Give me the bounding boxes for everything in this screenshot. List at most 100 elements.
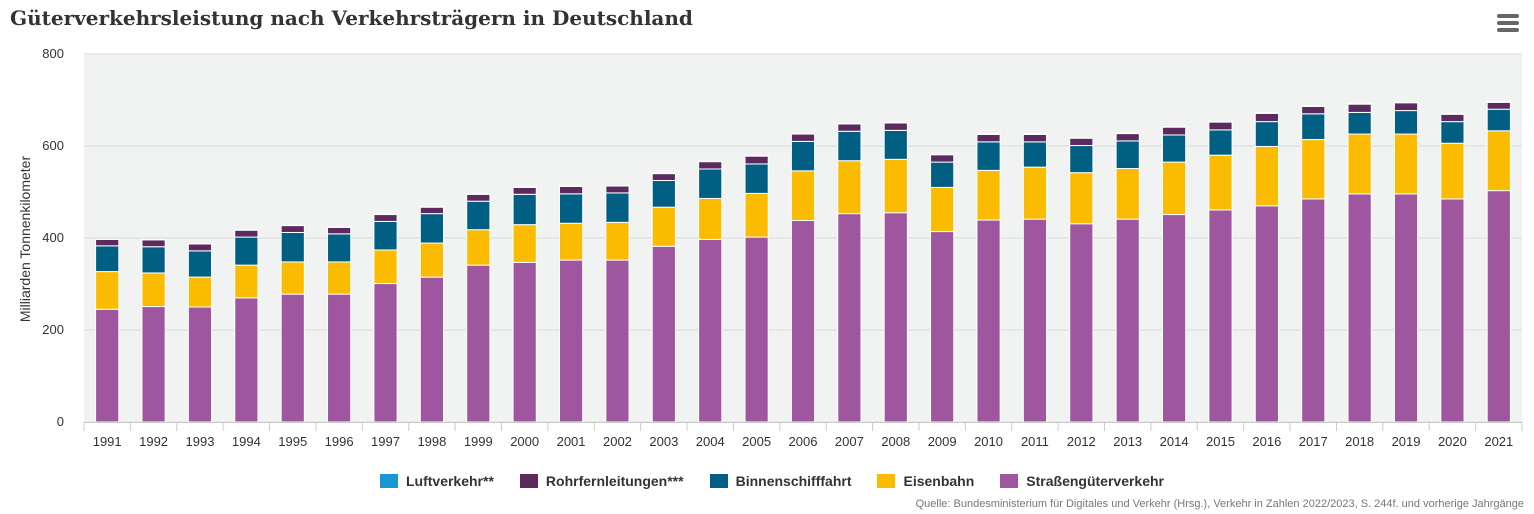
bar-segment [1486,130,1511,192]
bar-segment [698,238,723,423]
x-tick-label: 1992 [139,434,168,449]
bar-segment [744,163,769,194]
bar-segment [744,155,769,157]
bar-segment [419,206,445,215]
x-tick-label: 2009 [928,434,957,449]
bar-segment [512,261,537,423]
bar-segment [1115,132,1140,135]
x-tick-label: 2008 [881,434,910,449]
bar-segment [883,212,908,423]
bar-segment [837,123,862,132]
bar-segment [280,261,305,295]
x-tick-label: 2017 [1299,434,1328,449]
hamburger-menu-icon[interactable] [1494,10,1522,36]
legend-item[interactable]: Binnenschifffahrt [709,473,851,489]
bar-segment [698,168,723,199]
x-tick-label: 2021 [1484,434,1513,449]
bar-segment [373,220,398,251]
bar-segment [837,130,862,162]
x-tick-label: 1995 [278,434,307,449]
y-tick-label: 600 [42,138,64,153]
bar-segment [280,293,305,423]
bar-segment [976,141,1001,171]
bar-segment [558,185,584,195]
x-tick-label: 2005 [742,434,771,449]
legend: Luftverkehr** Rohrfernleitungen*** Binnens… [0,470,1534,492]
bar-segment [1486,190,1511,423]
bar-segment [976,134,1001,143]
bar-segment [280,225,305,233]
bar-segment [95,308,120,423]
x-tick-label: 2000 [510,434,539,449]
bar-segment [883,158,908,214]
bar-segment [605,185,630,194]
bar-segment [1069,223,1094,423]
legend-swatch [709,474,728,488]
bar-segment [976,133,1001,135]
x-tick-label: 2004 [696,434,725,449]
x-tick-label: 2006 [789,434,818,449]
chart-title: Güterverkehrsleistung nach Verkehrsträge… [10,6,693,30]
legend-item[interactable]: Luftverkehr** [379,473,494,489]
bar-segment [605,192,630,223]
bar-segment [790,140,816,172]
bar-segment [1301,113,1326,141]
bar-segment [419,242,445,278]
x-tick-label: 2011 [1021,434,1049,449]
bar-segment [1069,172,1094,225]
bar-segment [512,224,537,263]
bar-segment [1486,101,1511,103]
bar-segment [141,272,166,308]
bar-segment [419,213,445,244]
bar-segment [327,261,352,295]
bar-segment [605,221,630,261]
bar-segment [234,236,259,266]
bar-segment [651,206,676,247]
bar-segment [558,193,584,224]
x-tick-label: 2018 [1345,434,1374,449]
legend-item[interactable]: Eisenbahn [877,473,974,489]
bar-segment [930,153,955,156]
x-tick-label: 2002 [603,434,632,449]
legend-label: Straßengüterverkehr [1026,473,1164,489]
bar-segment [141,306,166,423]
menu-line [1497,21,1519,25]
bar-segment [95,245,120,273]
bar-segment [234,297,259,423]
bar-segment [1254,205,1279,423]
bar-segment [651,173,676,182]
y-tick-label: 400 [42,230,64,245]
bar-segment [1440,121,1465,144]
bar-segment [1254,121,1279,147]
bar-segment [327,233,352,263]
legend-label: Rohrfernleitungen*** [545,473,684,489]
x-tick-label: 2010 [974,434,1003,449]
bar-segment [1393,102,1419,112]
x-tick-label: 2007 [835,434,864,449]
bar-segment [744,155,769,165]
bar-segment [1347,193,1372,423]
bar-segment [187,306,213,423]
bar-segment [512,186,537,195]
legend-item[interactable]: Rohrfernleitungen*** [519,473,684,489]
legend-item[interactable]: Straßengüterverkehr [1000,473,1164,489]
x-tick-label: 1998 [417,434,446,449]
bar-segment [651,245,676,423]
x-tick-label: 1997 [371,434,400,449]
bar-segment [1347,111,1372,135]
bar-segment [883,122,908,131]
x-tick-label: 2015 [1206,434,1235,449]
y-tick-label: 800 [42,46,64,61]
bar-segment [790,220,816,423]
bar-segment [1162,134,1187,163]
legend-label: Eisenbahn [903,473,975,489]
x-tick-label: 2001 [557,434,586,449]
bar-segment [1208,209,1233,423]
y-tick-label: 200 [42,322,64,337]
bar-segment [744,192,769,238]
bar-segment [466,229,491,266]
bar-segment [930,186,955,233]
bar-segment [698,197,723,240]
bar-segment [1069,137,1094,147]
